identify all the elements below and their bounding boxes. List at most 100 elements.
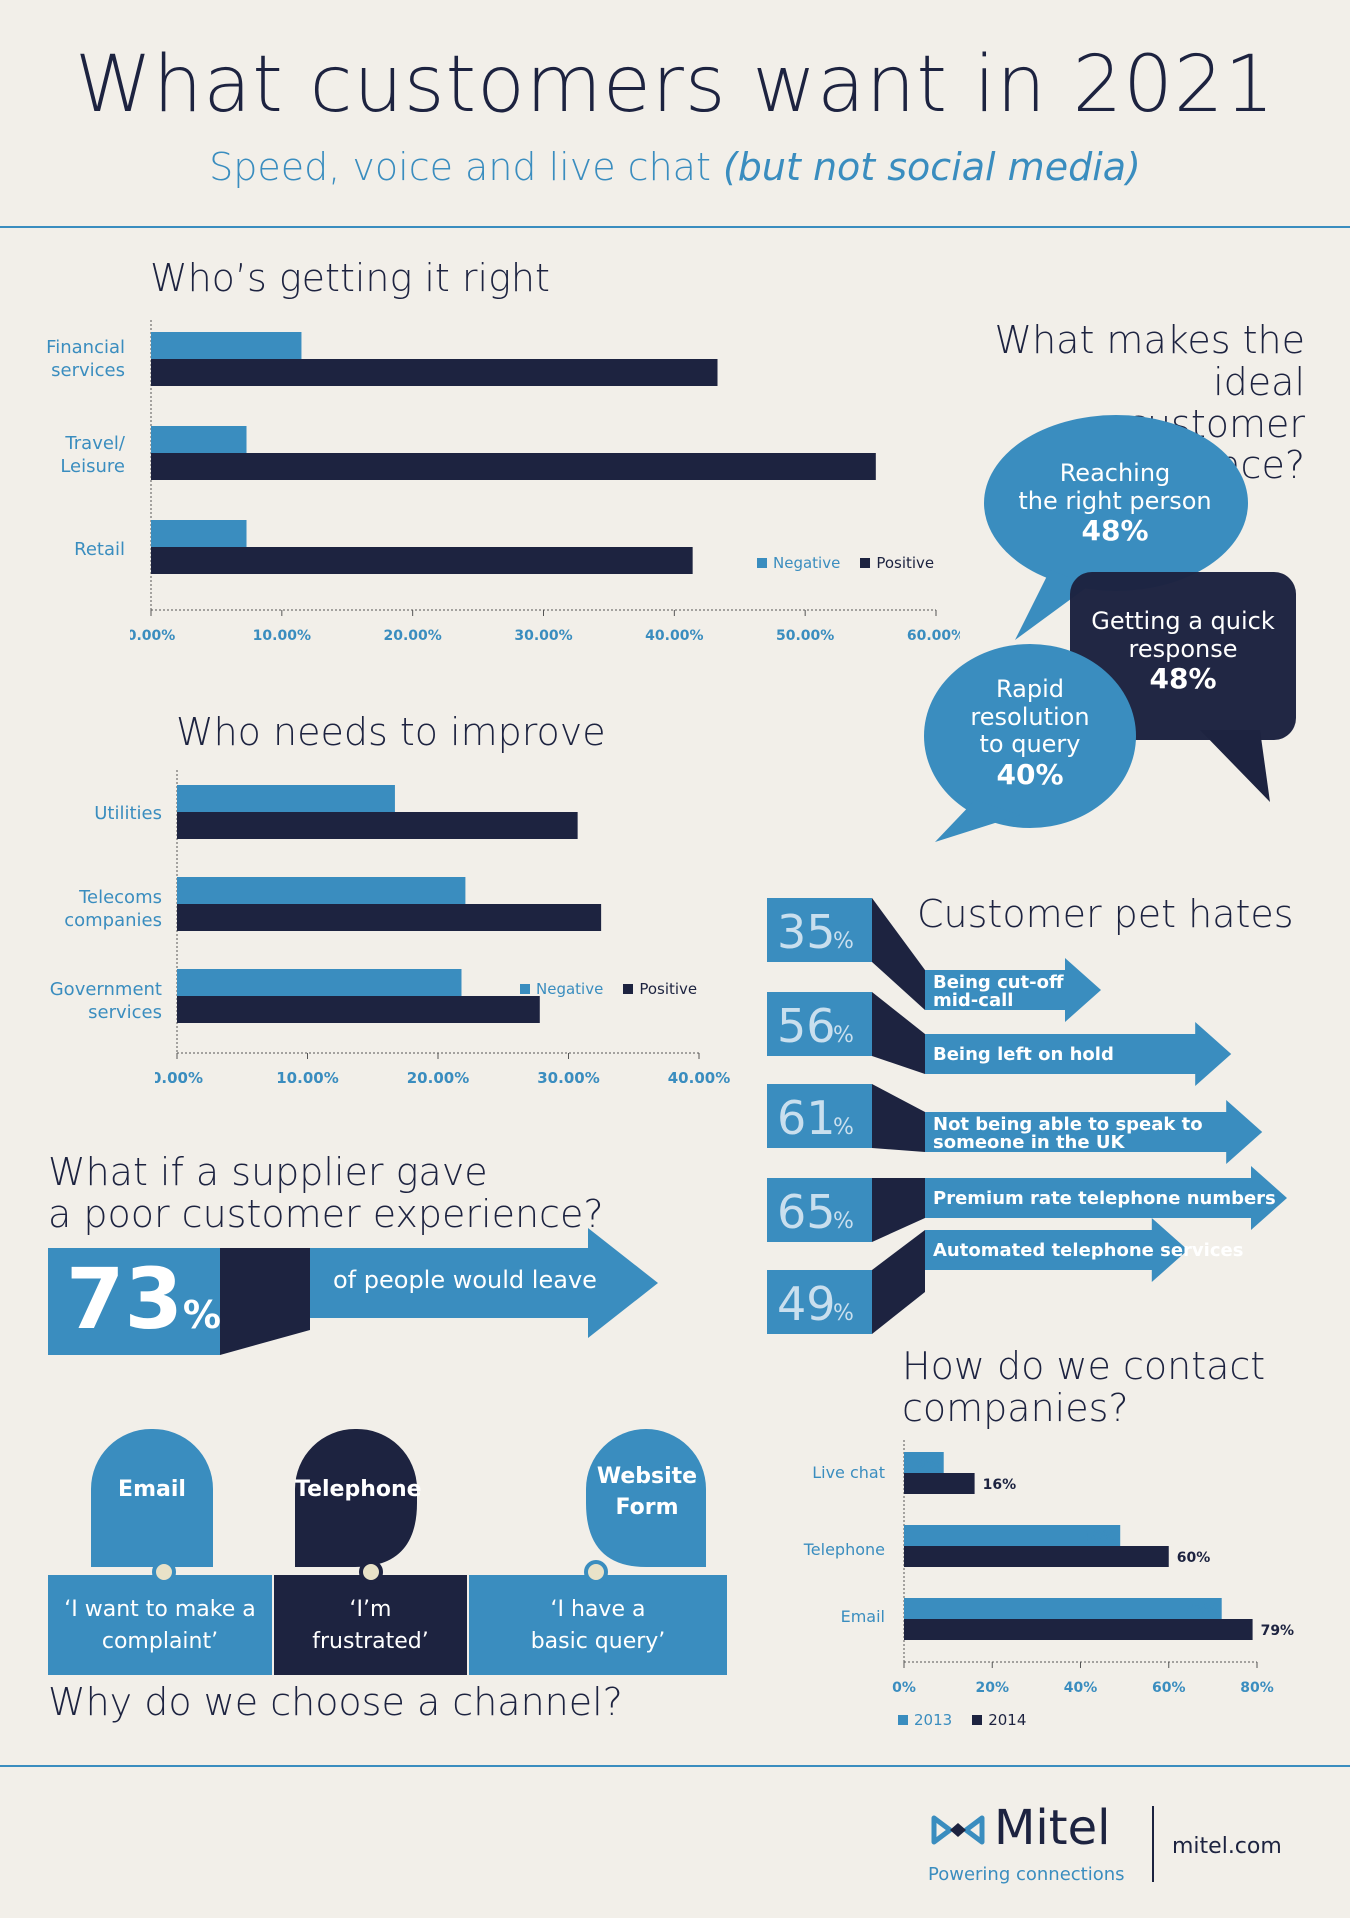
hate-pct-3: 65 [777, 1185, 836, 1239]
hate-label-line2-0: mid-call [933, 990, 1013, 1011]
x-tick-label: 40.00% [645, 628, 703, 644]
bar-positive-1 [151, 453, 876, 480]
bubble-rapid-line2: resolution [970, 702, 1090, 731]
chart3-legend: 2013 2014 [898, 1711, 1026, 1729]
x-tick-label: 80% [1240, 1680, 1274, 1695]
hate-arrow-4 [925, 1218, 1188, 1282]
supplier-caption: of people would leave [333, 1266, 597, 1294]
bubble-rapid-pct: 40% [996, 757, 1064, 791]
supplier-title-line2: a poor customer experience? [48, 1191, 604, 1236]
supplier-title: What if a supplier gave a poor customer … [48, 1151, 604, 1236]
supplier-pct-sign: % [182, 1293, 221, 1337]
chart2-legend: Negative Positive [520, 980, 697, 998]
supplier-number: 73 [66, 1250, 183, 1348]
subtitle-main: Speed, voice and live chat [209, 145, 723, 189]
x-tick-label: 40.00% [668, 1069, 730, 1087]
hate-label-3: Premium rate telephone numbers [933, 1188, 1276, 1209]
bar-positive-0 [151, 359, 718, 386]
channel-telephone-name: Telephone [295, 1477, 422, 1502]
chart2-svg: 0.00% 10.00% 20.00% 30.00% 40.00% [155, 770, 730, 1087]
legend-swatch-2013 [898, 1715, 908, 1725]
hate-pct-1: 56 [777, 999, 836, 1053]
page-title: What customers want in 2021 [74, 40, 1276, 130]
chart1-legend: Negative Positive [757, 554, 934, 572]
bar-negative-0 [151, 332, 302, 359]
chart1-cat-2: Retail [74, 539, 125, 560]
chart3-cat-0: Live chat [812, 1463, 885, 1482]
legend-negative: Negative [536, 980, 604, 998]
bar-2014-0 [904, 1473, 975, 1494]
legend-swatch-positive [860, 558, 871, 568]
hate-pct-sign-3: % [833, 1209, 854, 1234]
ideal-title-line1: What makes the ideal [994, 318, 1306, 404]
value-label-2014-0: 16% [983, 1477, 1017, 1493]
legend-positive: Positive [876, 554, 935, 572]
hate-pct-box-3 [767, 1178, 872, 1242]
legend-swatch-negative [757, 558, 767, 568]
chart1-svg: 0.00% 10.00% 20.00% 30.00% 40.00% 50.00% 60.00… [130, 320, 960, 644]
channel-email-reason: ‘I want to make a complaint’ [48, 1594, 272, 1658]
channel-telephone-tag [295, 1428, 417, 1567]
channel-email-tag [91, 1428, 213, 1567]
channel-email-name: Email [118, 1477, 186, 1502]
value-label-2014-2: 79% [1261, 1623, 1295, 1639]
hate-pct-box-1 [767, 992, 872, 1056]
footer-separator [1152, 1806, 1154, 1882]
hate-pct-2: 61 [777, 1091, 836, 1145]
bar-2013-1 [904, 1525, 1121, 1546]
x-tick-label: 20% [975, 1680, 1009, 1695]
legend-2013: 2013 [914, 1711, 953, 1729]
bubble-quick-text: Getting a quick response 48% [1070, 607, 1296, 695]
speech-bubbles [924, 415, 1296, 842]
supplier-fold [220, 1248, 310, 1355]
hate-arrow-1 [925, 1022, 1232, 1086]
hate-pct-box-0 [767, 898, 872, 962]
hate-fold-3 [872, 1178, 925, 1242]
x-tick-label: 20.00% [384, 628, 442, 644]
bar-negative-1 [177, 877, 466, 904]
hate-pct-sign-0: % [833, 929, 854, 954]
bubble-reaching-pct: 48% [1081, 514, 1149, 548]
bar-2013-2 [904, 1598, 1222, 1619]
channel-title: Why do we choose a channel? [48, 1680, 623, 1724]
hate-fold-4 [872, 1230, 925, 1334]
bar-positive-0 [177, 812, 578, 839]
chart3-title: How do we contact companies? [902, 1344, 1266, 1430]
bubble-rapid-line1: Rapid [996, 675, 1064, 703]
hate-pct-0: 35 [777, 905, 836, 959]
chart1-title: Who’s getting it right [150, 256, 550, 300]
footer-tagline: Powering connections [928, 1864, 1125, 1885]
x-tick-label: 30.00% [537, 1069, 599, 1087]
bar-2014-1 [904, 1546, 1169, 1567]
x-tick-label: 0% [892, 1680, 916, 1695]
hate-pct-sign-2: % [833, 1115, 854, 1140]
footer-url[interactable]: mitel.com [1172, 1834, 1282, 1859]
channel-website-box [469, 1575, 727, 1675]
x-tick-label: 10.00% [276, 1069, 338, 1087]
footer-brand: Mitel [994, 1800, 1111, 1856]
value-label-2013-0: 9% [916, 1456, 940, 1472]
x-tick-label: 0.00% [130, 628, 175, 644]
channel-email-box [48, 1575, 272, 1675]
chart2-title: Who needs to improve [176, 710, 606, 754]
hate-fold-0 [872, 898, 925, 1010]
supplier-arrow [310, 1228, 658, 1338]
header-divider [0, 226, 1350, 228]
bar-2013-0 [904, 1452, 944, 1473]
hate-pct-sign-1: % [833, 1023, 854, 1048]
supplier-big-number: 73% [66, 1250, 221, 1348]
value-label-2014-1: 60% [1177, 1550, 1211, 1566]
hate-pct-box-4 [767, 1270, 872, 1334]
bubble-quick-line1: Getting a quick [1091, 607, 1275, 635]
bubble-reaching-text: Reaching the right person 48% [980, 459, 1250, 548]
chart1-cat-0: Financial services [46, 337, 125, 382]
mitel-logo-icon [931, 1815, 985, 1845]
legend-swatch-negative [520, 984, 530, 994]
channel-website-name-line1: Website [596, 1464, 698, 1489]
bubble-rapid-text: Rapid resolution to query 40% [930, 675, 1130, 791]
hate-label-1: Being left on hold [933, 1044, 1114, 1065]
bar-positive-2 [177, 996, 540, 1023]
reason-email-line1: ‘I want to make a [64, 1597, 256, 1622]
hate-fold-2 [872, 1084, 925, 1152]
x-tick-label: 60% [1152, 1680, 1186, 1695]
